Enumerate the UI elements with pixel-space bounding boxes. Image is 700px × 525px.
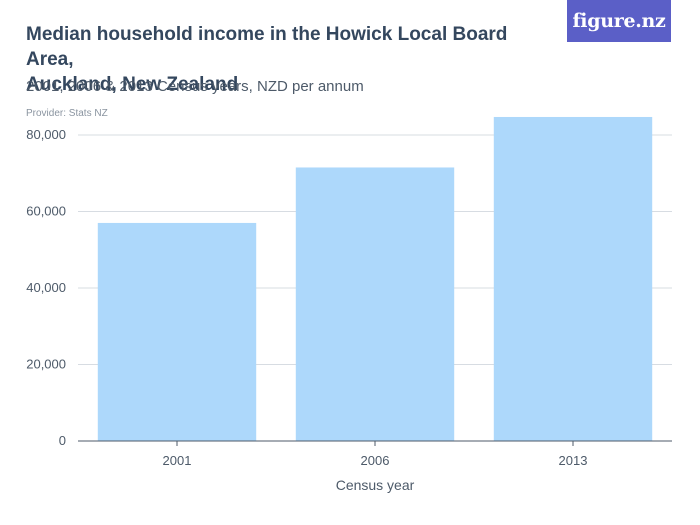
x-tick-label: 2001 <box>163 453 192 468</box>
bar-2006[interactable] <box>295 167 455 441</box>
bar-2001[interactable] <box>97 222 257 441</box>
figure-nz-logo[interactable]: figure.nz <box>567 0 671 42</box>
logo-text: figure.nz <box>572 10 666 32</box>
x-tick-label: 2013 <box>559 453 588 468</box>
bars <box>97 116 653 441</box>
bar-2013[interactable] <box>493 116 653 441</box>
axes: 0 20,000 40,000 60,000 80,000 2001 2006 2013 Cen… <box>26 127 672 493</box>
y-tick-label: 0 <box>59 433 66 448</box>
y-tick-label: 20,000 <box>26 356 66 371</box>
chart-title-line-1: Median household income in the Howick Lo… <box>26 24 508 70</box>
x-tick-label: 2006 <box>361 453 390 468</box>
data-provider: Provider: Stats NZ <box>26 108 108 119</box>
chart-title: Median household income in the Howick Lo… <box>26 22 546 97</box>
chart-title-line-2: Auckland, New Zealand <box>26 74 239 95</box>
chart-subtitle: 2001, 2006 & 2013 Census years, NZD per … <box>26 78 364 95</box>
x-axis-title: Census year <box>336 477 415 493</box>
y-tick-label: 80,000 <box>26 127 66 142</box>
y-tick-label: 40,000 <box>26 280 66 295</box>
y-tick-label: 60,000 <box>26 203 66 218</box>
